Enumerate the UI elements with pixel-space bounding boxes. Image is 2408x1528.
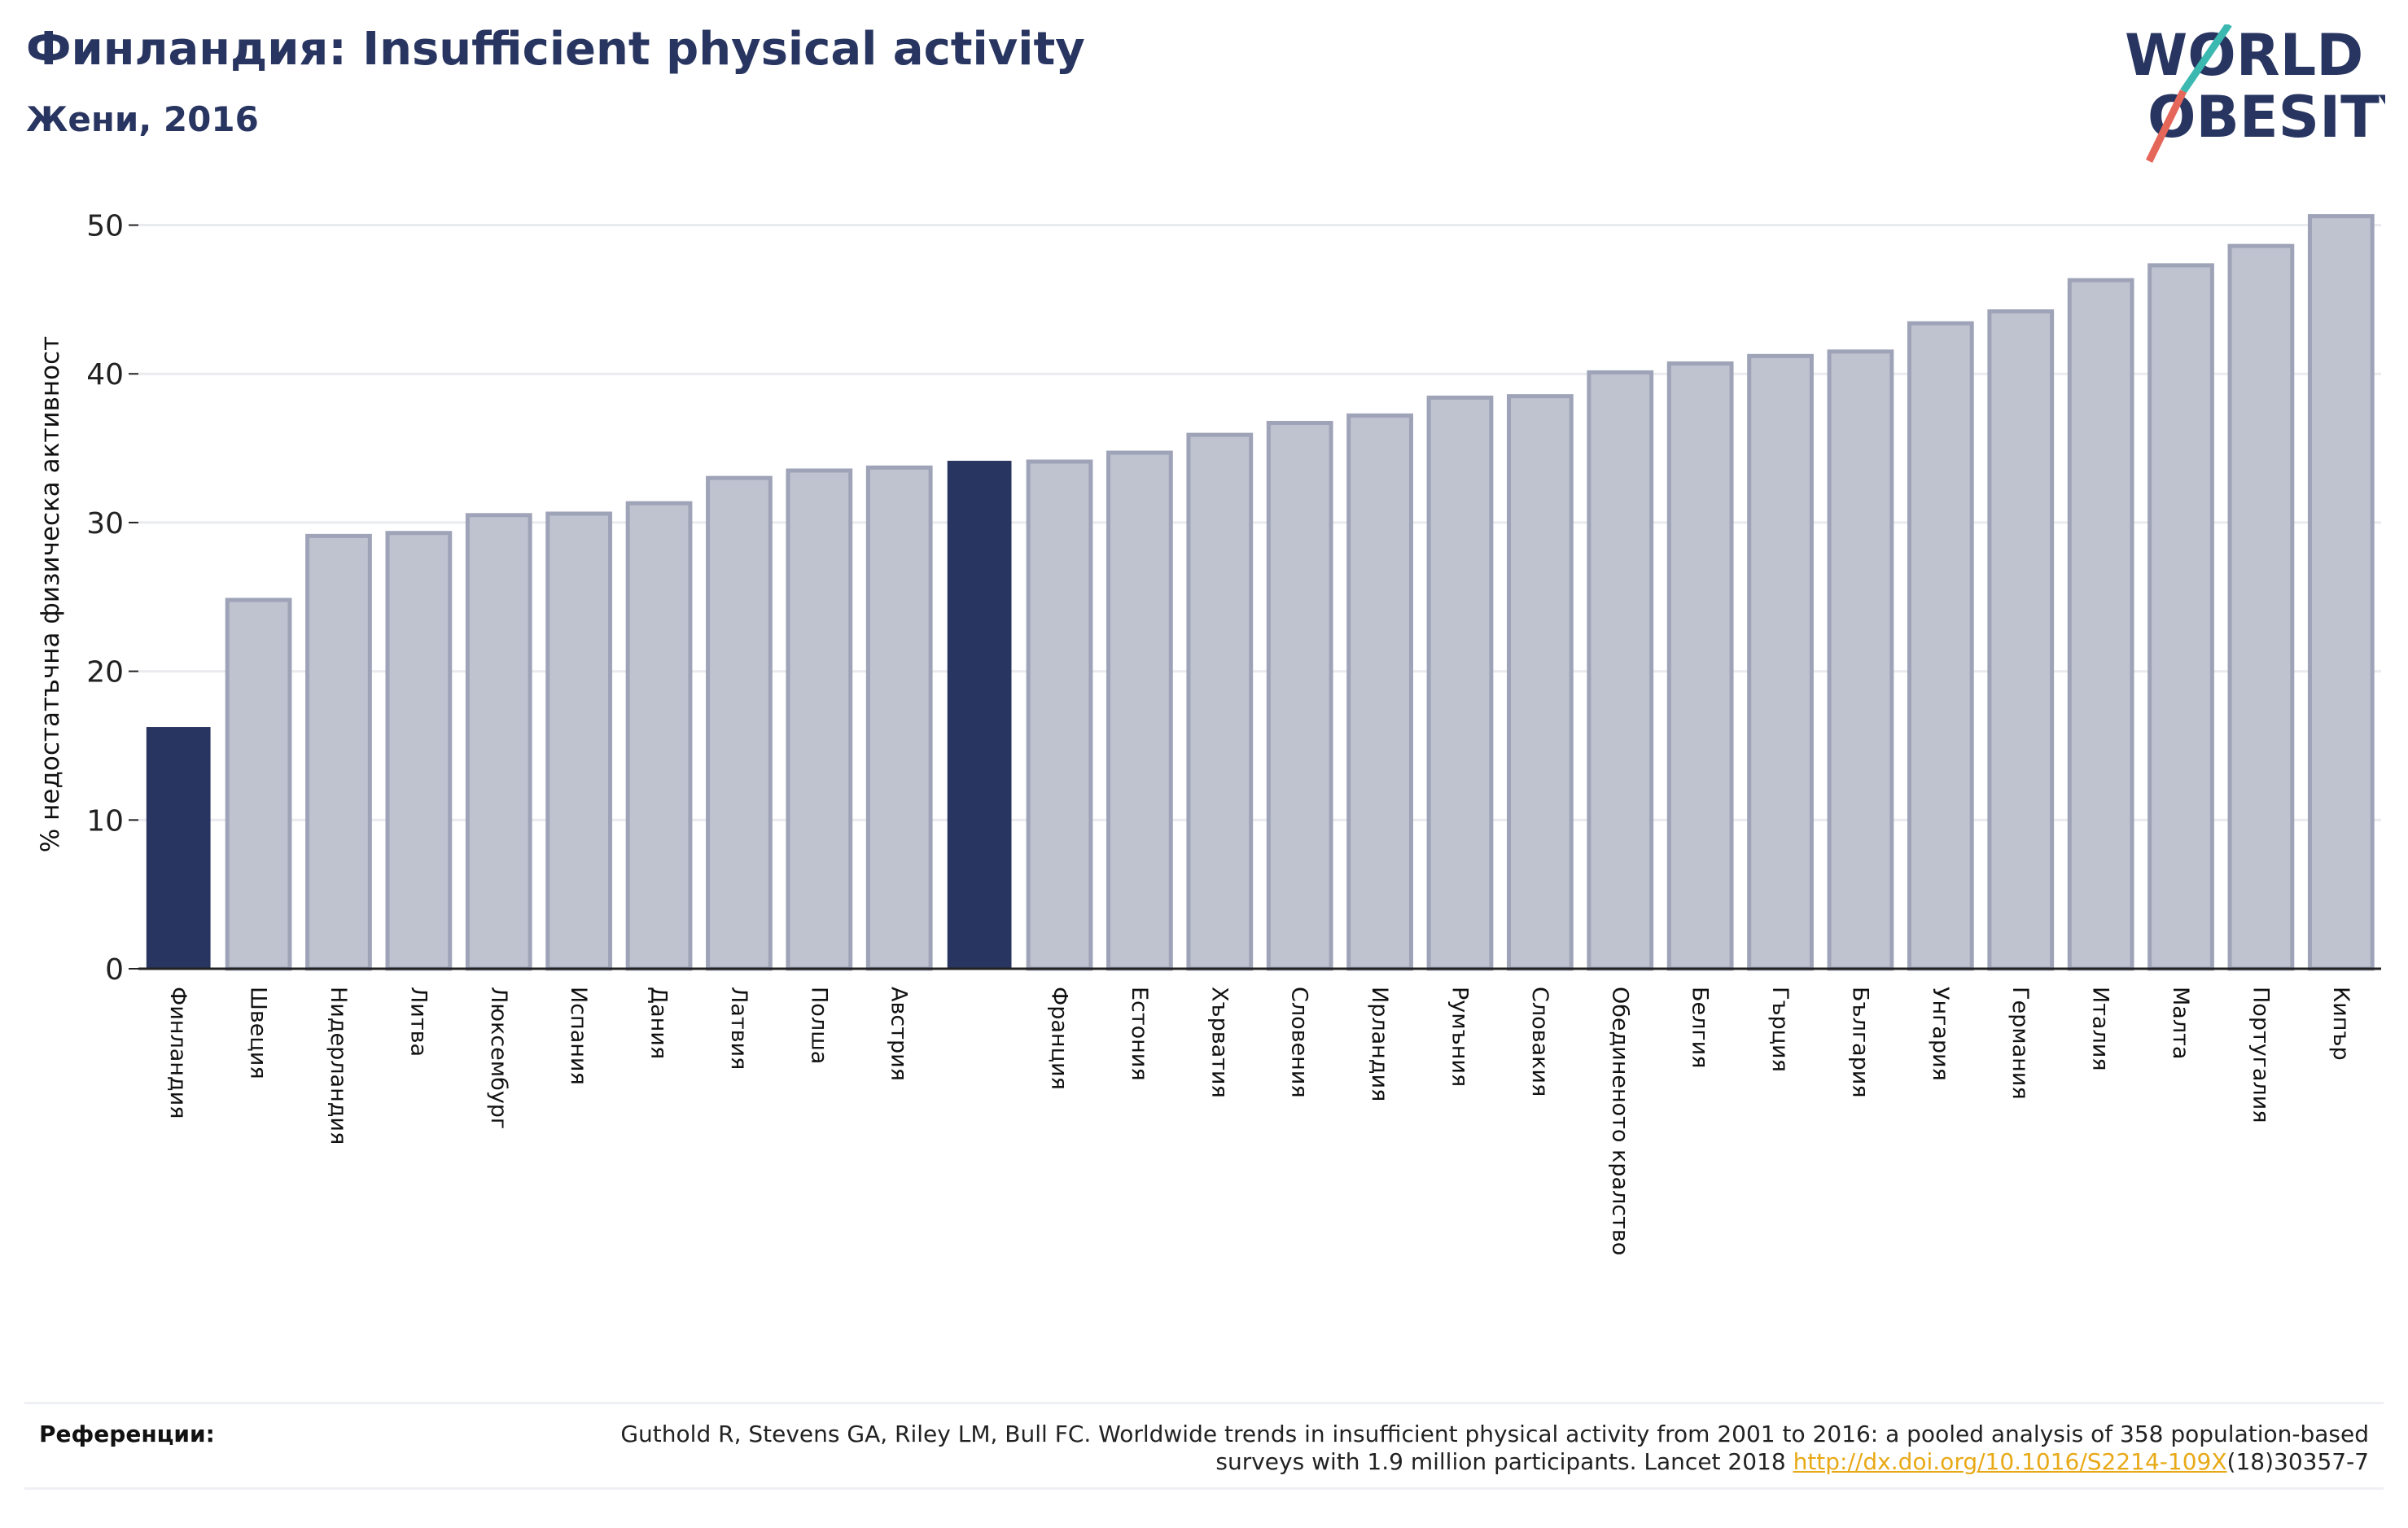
references-text: Guthold R, Stevens GA, Riley LM, Bull FC… [578,1421,2369,1476]
bar [1587,370,1654,971]
references-label: Референции: [39,1421,215,1447]
bar [1987,309,2055,971]
x-tick-label: Франция [1047,987,1072,1090]
bar [1907,321,1974,971]
y-tick-label: 50 [86,210,124,243]
bar [545,511,613,971]
y-tick-label: 0 [105,953,124,987]
bar [385,531,453,971]
bar [1827,349,1894,971]
x-tick-label: Обединеното кралство [1607,987,1632,1255]
x-tick-label: Гърция [1767,987,1793,1072]
x-tick-label: Словения [1287,987,1312,1098]
references-link[interactable]: http://dx.doi.org/10.1016/S2214-109X [1793,1448,2227,1475]
bar [1666,361,1734,971]
x-tick-label: Белгия [1688,987,1713,1068]
x-tick-label: Португалия [2248,987,2273,1123]
bar [865,465,933,971]
x-tick-label: Малта [2168,987,2193,1059]
x-tick-label: Австрия [887,987,912,1081]
logo-slash-red [2145,90,2187,163]
x-tick-label: Литва [405,987,431,1057]
y-tick-label: 20 [86,656,124,690]
x-tick-label: Естония [1127,987,1152,1081]
references-citation: Guthold R, Stevens GA, Riley LM, Bull FC… [620,1421,2369,1475]
x-tick-label: Италия [2088,987,2113,1071]
bar [225,598,292,971]
bar [2307,214,2375,971]
bar [2227,243,2295,971]
bar [2067,278,2134,971]
bar [1426,395,1494,971]
x-tick-label: Финландия [165,987,190,1119]
bar [1507,394,1574,971]
bar [146,727,211,970]
logo-line1: WORLD [2125,24,2363,89]
x-tick-label: Нидерландия [326,987,351,1145]
x-tick-label: Унгария [1928,987,1953,1081]
logo-slash-teal [2180,24,2232,94]
x-tick-label: Румъния [1447,987,1472,1087]
x-tick-label: Испания [566,987,591,1085]
x-tick-label: България [1847,987,1872,1098]
bar [1186,432,1254,971]
x-tick-label: Полша [806,987,831,1064]
page-subtitle: Жени, 2016 [26,99,259,139]
bar [1747,353,1814,971]
logo-line2: OBESITY [2147,84,2385,151]
y-axis-label: % недостатъчна физическа активност [36,336,65,852]
references-panel: Референции: Guthold R, Stevens GA, Riley… [24,1402,2384,1490]
x-tick-label: Латвия [726,987,751,1070]
bar [465,513,532,971]
y-tick-label: 30 [86,507,124,541]
bar [1266,421,1333,971]
y-tick-label: 10 [86,804,124,838]
x-tick-label: Швеция [246,987,271,1079]
bar [1346,413,1413,971]
x-tick-label: Кипър [2328,987,2353,1061]
world-obesity-logo: WORLD OBESITY [2125,24,2385,163]
bar [625,501,693,971]
bar [305,533,372,971]
bar [1026,459,1093,971]
x-tick-label: Словакия [1527,987,1552,1097]
bar [1106,450,1173,971]
bar [706,475,773,971]
references-suffix: (18)30357-7 [2226,1448,2369,1475]
y-tick-label: 40 [86,358,124,392]
bar [786,468,853,971]
bar-chart: 0 10 20 30 40 50 % недостатъчна физическа акти… [36,210,2381,1255]
bar [2147,263,2214,971]
bar [947,461,1012,970]
x-tick-label: Германия [2007,987,2033,1100]
x-tick-label: Хърватия [1206,987,1232,1098]
x-tick-label: Дания [646,987,672,1059]
x-tick-label: Люксембург [486,987,511,1129]
x-tick-label: Ирландия [1367,987,1392,1101]
page-title: Финландия: Insufficient physical activit… [26,23,1085,76]
